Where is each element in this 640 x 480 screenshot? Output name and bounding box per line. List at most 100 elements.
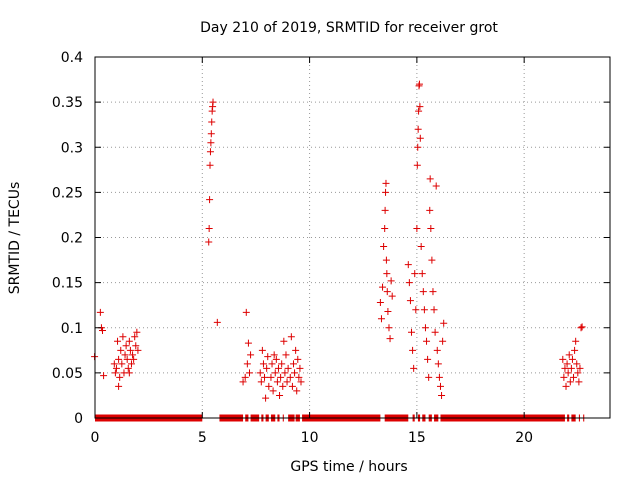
- data-point: [294, 355, 302, 363]
- data-point: [114, 337, 122, 345]
- data-point: [377, 315, 385, 323]
- y-tick-label: 0.35: [52, 95, 83, 111]
- data-point: [284, 364, 292, 372]
- data-point: [575, 378, 583, 386]
- data-point: [116, 373, 124, 381]
- data-point: [129, 351, 137, 359]
- data-point: [383, 288, 391, 296]
- data-point: [411, 270, 419, 278]
- data-point: [412, 306, 420, 314]
- data-point: [420, 306, 428, 314]
- data-point: [413, 224, 421, 232]
- x-axis-label: GPS time / hours: [290, 459, 407, 475]
- data-points: [91, 80, 586, 402]
- data-point: [576, 364, 584, 372]
- data-point: [277, 373, 285, 381]
- data-point: [574, 369, 582, 377]
- data-point: [205, 224, 213, 232]
- y-tick-label: 0.25: [52, 185, 83, 201]
- y-tick-label: 0.2: [61, 231, 83, 247]
- data-point: [573, 360, 581, 368]
- data-point: [273, 378, 281, 386]
- data-point: [423, 337, 431, 345]
- data-point: [382, 256, 390, 264]
- data-point: [428, 256, 436, 264]
- data-point: [256, 369, 264, 377]
- data-point: [438, 391, 446, 399]
- x-tick-label: 5: [198, 430, 207, 446]
- data-point: [563, 360, 571, 368]
- data-point: [383, 270, 391, 278]
- data-point: [405, 279, 413, 287]
- data-point: [568, 355, 576, 363]
- data-point: [243, 360, 251, 368]
- data-point: [125, 337, 133, 345]
- data-point: [381, 224, 389, 232]
- data-point: [570, 373, 578, 381]
- data-point: [121, 351, 129, 359]
- data-point: [206, 148, 214, 156]
- data-point: [408, 328, 416, 336]
- data-point: [134, 346, 142, 354]
- data-point: [133, 328, 141, 336]
- y-axis-label: SRMTID / TECUs: [7, 182, 23, 295]
- data-point: [282, 351, 290, 359]
- data-point: [379, 283, 387, 291]
- data-point: [409, 346, 417, 354]
- data-point: [267, 373, 275, 381]
- data-point: [417, 243, 425, 251]
- data-point: [262, 394, 270, 402]
- data-point: [414, 143, 422, 151]
- data-point: [564, 369, 572, 377]
- data-point: [115, 355, 123, 363]
- data-point: [110, 360, 118, 368]
- data-point: [242, 308, 250, 316]
- data-point: [559, 355, 567, 363]
- data-point: [410, 364, 418, 372]
- data-point: [126, 346, 134, 354]
- data-point: [434, 360, 442, 368]
- data-point: [376, 298, 384, 306]
- data-point: [297, 378, 305, 386]
- data-point: [268, 360, 276, 368]
- data-point: [123, 355, 131, 363]
- data-point: [380, 243, 388, 251]
- data-point: [415, 80, 423, 88]
- data-point: [127, 360, 135, 368]
- chart-title: Day 210 of 2019, SRMTID for receiver gro…: [200, 20, 498, 36]
- y-tick-label: 0.1: [61, 321, 83, 337]
- data-point: [247, 351, 255, 359]
- x-tick-label: 10: [301, 430, 319, 446]
- x-tick-label: 15: [408, 430, 426, 446]
- data-point: [382, 179, 390, 187]
- data-point: [288, 382, 296, 390]
- data-point: [431, 328, 439, 336]
- data-point: [257, 378, 265, 386]
- data-point: [572, 337, 580, 345]
- data-point: [296, 364, 304, 372]
- data-point: [271, 369, 279, 377]
- data-point: [440, 319, 448, 327]
- data-point: [99, 326, 107, 334]
- data-point: [111, 369, 119, 377]
- data-point: [295, 373, 303, 381]
- data-point: [265, 382, 273, 390]
- data-point: [382, 188, 390, 196]
- data-point: [560, 373, 568, 381]
- data-point: [119, 333, 127, 341]
- data-point: [132, 342, 140, 350]
- data-point: [207, 139, 215, 147]
- data-point: [415, 107, 423, 115]
- data-point: [209, 98, 217, 106]
- data-point: [239, 378, 247, 386]
- data-point: [246, 369, 253, 377]
- data-point: [100, 372, 108, 380]
- data-point: [435, 373, 443, 381]
- data-point: [567, 364, 575, 372]
- data-point: [115, 382, 123, 390]
- data-point: [430, 306, 438, 314]
- data-point: [279, 382, 287, 390]
- data-point: [413, 161, 421, 169]
- y-tick-label: 0.05: [52, 366, 83, 382]
- data-point: [418, 270, 426, 278]
